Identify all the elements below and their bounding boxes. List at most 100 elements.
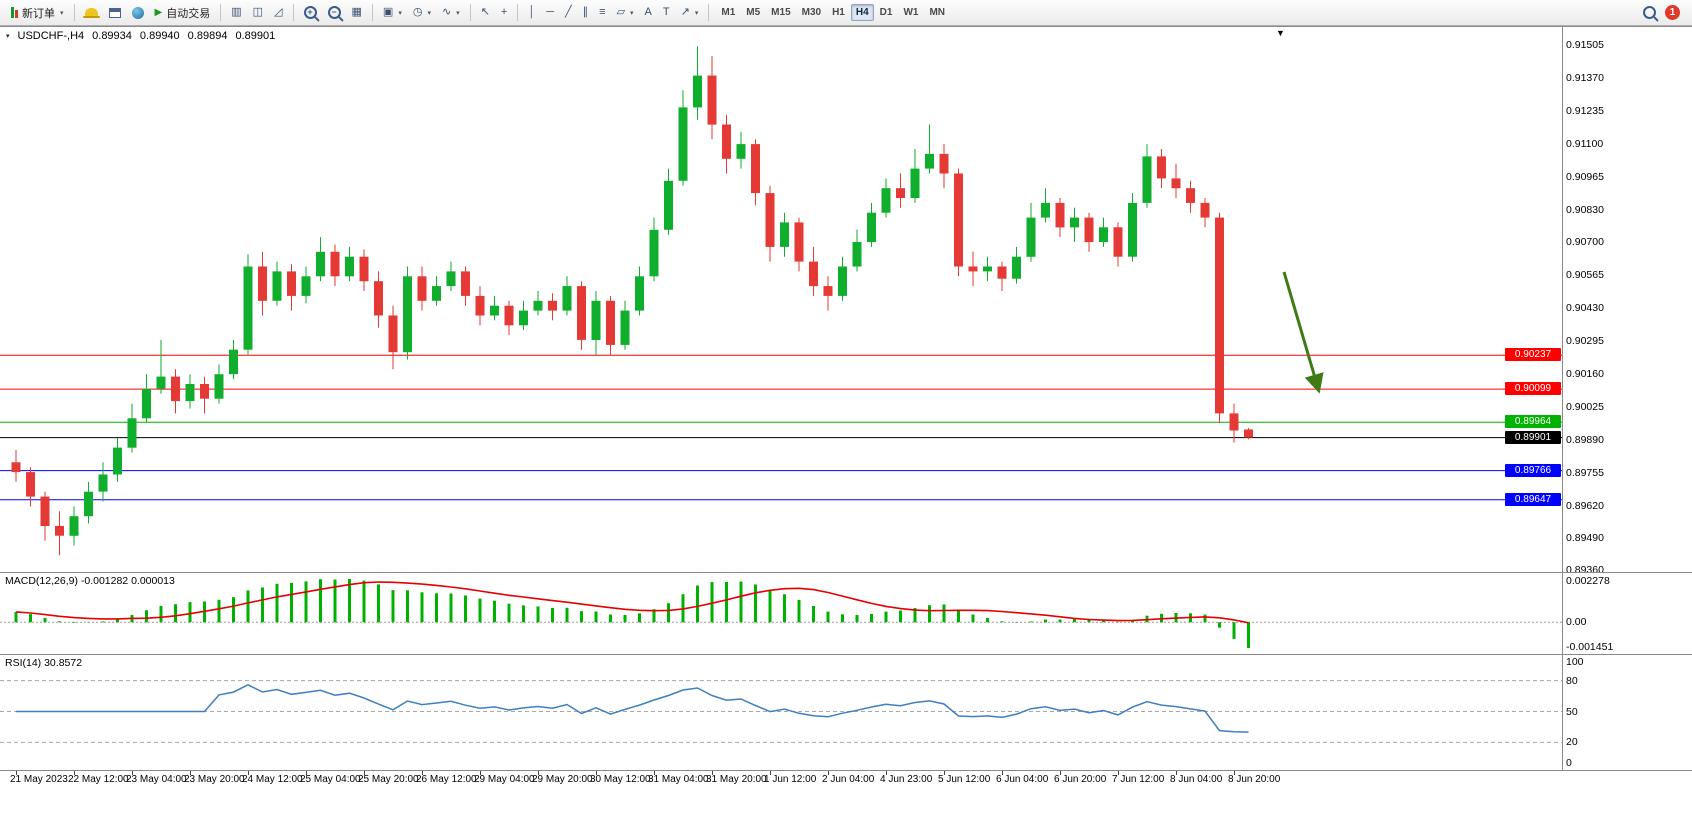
new-order-label: 新订单 [22, 7, 55, 20]
rsi-axis-label: 80 [1566, 674, 1578, 687]
rsi-label: RSI(14) 30.8572 [5, 657, 83, 669]
community-button[interactable] [127, 2, 149, 24]
toolbar-separator [469, 4, 471, 21]
timeframe-D1[interactable]: D1 [879, 7, 893, 18]
tile-windows-button[interactable]: ▦ [347, 2, 367, 24]
rsi-level-lines [0, 680, 1562, 743]
toolbar-separator [73, 4, 75, 21]
candlestick-chart-button[interactable]: ◫ [248, 2, 268, 24]
rsi-axis-label: 20 [1566, 736, 1578, 749]
time-axis-label: 21 May 2023 [10, 774, 68, 785]
time-axis-tick [422, 771, 423, 775]
arrows-button[interactable]: ↗ ▾ [676, 2, 704, 24]
candles-layer [11, 46, 1253, 556]
rsi-panel-canvas[interactable] [0, 655, 1562, 770]
crosshair-icon: + [500, 6, 508, 18]
price-chart-canvas[interactable] [0, 26, 1562, 572]
equidistant-channel-button[interactable]: ∥ [578, 2, 594, 24]
shapes-button[interactable]: ▱ ▾ [612, 2, 639, 24]
price-axis-label: 0.90295 [1566, 335, 1604, 348]
timeframe-M15[interactable]: M15 [771, 7, 791, 18]
fibonacci-retracement-button[interactable]: ≡ [594, 2, 610, 24]
macd-histogram [14, 579, 1250, 648]
text-button[interactable]: A [640, 2, 657, 24]
timeframe-MN[interactable]: MN [929, 7, 946, 18]
vertical-line-button[interactable]: │ [523, 2, 540, 24]
time-axis-label: 8 Jun 20:00 [1228, 774, 1281, 785]
macd-signal-line [15, 581, 1249, 624]
time-axis-tick [1234, 771, 1235, 775]
zoom-in-button[interactable]: + [299, 2, 322, 24]
search-icon[interactable] [1643, 6, 1656, 19]
chevron-down-icon: ▾ [427, 9, 431, 17]
bar-chart-icon: ▥ [231, 6, 242, 18]
chart-symbol-line: ▾ USDCHF-,H4 0.89934 0.89940 0.89894 0.8… [6, 30, 275, 42]
cursor-button[interactable]: ↖ [476, 2, 495, 24]
zoom-out-button[interactable]: − [323, 2, 346, 24]
wizard-hat-icon [82, 7, 100, 18]
toolbar-separator [371, 4, 373, 21]
price-axis-label: 0.89890 [1566, 434, 1604, 447]
timeframe-H1[interactable]: H1 [832, 7, 845, 18]
ohlc-high: 0.89940 [139, 30, 180, 42]
toolbar-separator [708, 4, 710, 21]
new-chart-icon: ▣ [382, 6, 394, 18]
new-chart-button[interactable]: ▣ ▾ [378, 2, 407, 24]
line-chart-button[interactable]: ◿ [269, 2, 287, 24]
new-order-button[interactable]: 新订单 ▾ [6, 2, 69, 24]
chevron-down-icon: ▾ [398, 9, 402, 17]
price-line-badge: 0.89901 [1505, 430, 1561, 444]
chart-top-border [0, 26, 1692, 27]
vertical-line-icon: │ [528, 6, 536, 18]
price-axis-label: 0.91100 [1566, 138, 1604, 151]
chevron-down-icon: ▾ [60, 9, 64, 17]
time-axis-label: 6 Jun 04:00 [996, 774, 1049, 785]
time-axis-tick [944, 771, 945, 775]
text-label-button[interactable]: T [658, 2, 675, 24]
time-axis-tick [132, 771, 133, 775]
chart-area: ▾ USDCHF-,H4 0.89934 0.89940 0.89894 0.8… [0, 26, 1692, 840]
price-line-badge: 0.90099 [1505, 382, 1561, 396]
tile-windows-icon: ▦ [351, 6, 362, 18]
price-axis-label: 0.90965 [1566, 171, 1604, 184]
horizontal-line-button[interactable]: ─ [541, 2, 559, 24]
time-axis-label: 25 May 20:00 [358, 774, 419, 785]
time-axis-tick [16, 771, 17, 775]
symbol-expand-icon[interactable]: ▾ [6, 33, 10, 40]
timeframe-H4[interactable]: H4 [850, 4, 874, 21]
timeframe-W1[interactable]: W1 [903, 7, 919, 18]
price-axis-label: 0.89755 [1566, 467, 1604, 480]
macd-panel-canvas[interactable] [0, 573, 1562, 654]
auto-trading-button[interactable]: ▶ 自动交易 [150, 2, 216, 24]
time-axis-label: 2 Jun 04:00 [822, 774, 875, 785]
bar-chart-button[interactable]: ▥ [226, 2, 246, 24]
toolbar-separator [292, 4, 294, 21]
time-axis-tick [248, 771, 249, 775]
time-axis-label: 29 May 04:00 [474, 774, 535, 785]
rsi-axis-label: 0 [1566, 757, 1572, 769]
time-axis-label: 8 Jun 04:00 [1170, 774, 1223, 785]
text-icon: A [644, 6, 652, 18]
indicator-list-button[interactable]: ∿ ▾ [437, 2, 465, 24]
price-line-badge: 0.90237 [1505, 348, 1561, 362]
annotation-arrow[interactable] [1282, 271, 1324, 394]
timeframe-M1[interactable]: M1 [721, 7, 736, 18]
notification-badge[interactable]: 1 [1665, 5, 1680, 20]
profiles-button[interactable]: ◷ ▾ [408, 2, 436, 24]
time-axis-tick [770, 771, 771, 775]
timeframe-M30[interactable]: M30 [801, 7, 822, 18]
panel-divider[interactable] [0, 654, 1692, 655]
metaeditor-button[interactable] [80, 2, 103, 24]
price-axis-label: 0.90565 [1566, 269, 1604, 282]
time-axis-border [0, 770, 1692, 771]
price-line-badge: 0.89647 [1505, 492, 1561, 506]
crosshair-button[interactable]: + [496, 2, 512, 24]
timeframe-M5[interactable]: M5 [746, 7, 761, 18]
panel-divider[interactable] [0, 572, 1692, 573]
price-line-badge: 0.89964 [1505, 415, 1561, 429]
shapes-icon: ▱ [616, 6, 626, 18]
scroll-anchor-icon[interactable]: ▼ [1276, 28, 1285, 38]
trendline-button[interactable]: ╱ [560, 2, 577, 24]
timeframe-group: M1 M5 M15 M30 H1 H4 D1 W1 MN [716, 4, 950, 21]
terminal-window-button[interactable] [104, 2, 126, 24]
